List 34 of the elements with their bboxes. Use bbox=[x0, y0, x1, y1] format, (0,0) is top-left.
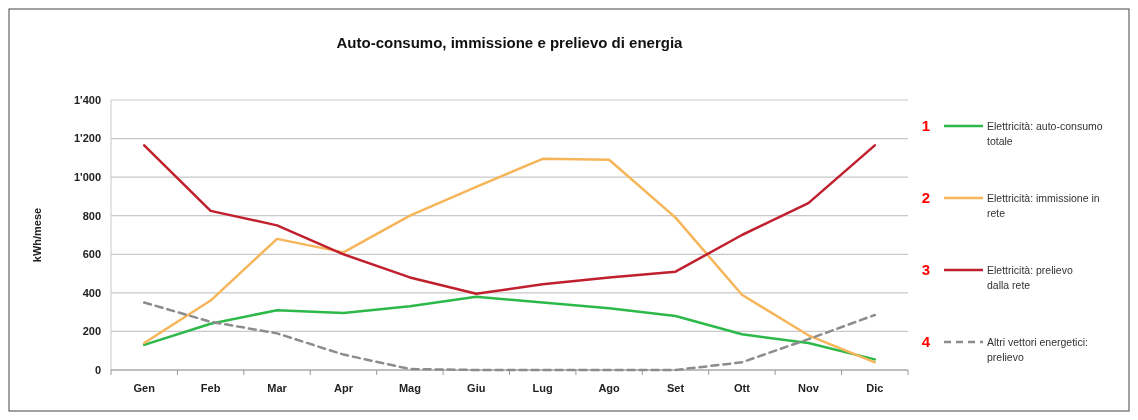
y-tick-label: 1'400 bbox=[73, 93, 101, 106]
y-tick-label: 400 bbox=[82, 286, 101, 299]
y-tick-label: 600 bbox=[82, 248, 101, 261]
chart-title: Auto-consumo, immissione e prelievo di energia bbox=[336, 34, 684, 51]
x-tick-label: Set bbox=[666, 382, 685, 394]
x-tick-label: Apr bbox=[333, 382, 354, 394]
legend-label: Elettricità: immissione in rete bbox=[987, 191, 1100, 220]
line-series bbox=[142, 295, 877, 361]
text: 4 bbox=[921, 333, 931, 351]
x-tick-label: Mar bbox=[267, 382, 288, 394]
line-series bbox=[142, 301, 877, 372]
legend-label: Elettricità: auto-consumo totale bbox=[987, 119, 1103, 148]
x-tick-label: Giu bbox=[467, 382, 486, 394]
text: 3 bbox=[921, 261, 931, 279]
y-tick-label: 200 bbox=[82, 325, 101, 338]
x-tick-label: Dic bbox=[866, 382, 884, 394]
text: 2 bbox=[921, 189, 931, 207]
x-tick-label: Mag bbox=[398, 382, 421, 394]
x-tick-label: Lug bbox=[532, 382, 553, 394]
x-tick-label: Nov bbox=[797, 382, 820, 394]
y-axis-title: kWh/mese bbox=[31, 207, 43, 263]
line-series bbox=[142, 144, 877, 296]
y-tick-label: 800 bbox=[82, 209, 101, 222]
x-tick-label: Ago bbox=[598, 382, 621, 394]
y-tick-label: 1'200 bbox=[73, 132, 101, 145]
x-tick-label: Feb bbox=[200, 382, 221, 394]
legend-label: Elettricità: prelievo dalla rete bbox=[987, 263, 1073, 292]
legend-label: Altri vettori energetici: prelievo bbox=[987, 335, 1088, 364]
y-tick-label: 1'000 bbox=[73, 170, 101, 183]
text: 1 bbox=[921, 117, 931, 135]
x-tick-label: Ott bbox=[734, 382, 751, 394]
y-tick-label: 0 bbox=[94, 363, 101, 376]
x-tick-label: Gen bbox=[133, 382, 156, 394]
line-series bbox=[142, 157, 877, 364]
